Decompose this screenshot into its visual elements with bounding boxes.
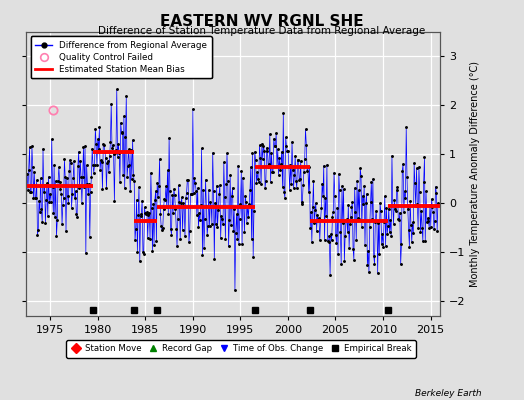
Y-axis label: Monthly Temperature Anomaly Difference (°C): Monthly Temperature Anomaly Difference (… [470, 61, 480, 287]
Text: Berkeley Earth: Berkeley Earth [416, 389, 482, 398]
Text: EASTERN WV RGNL SHE: EASTERN WV RGNL SHE [160, 14, 364, 29]
Text: Difference of Station Temperature Data from Regional Average: Difference of Station Temperature Data f… [99, 26, 425, 36]
Legend: Difference from Regional Average, Quality Control Failed, Estimated Station Mean: Difference from Regional Average, Qualit… [30, 36, 212, 78]
Legend: Station Move, Record Gap, Time of Obs. Change, Empirical Break: Station Move, Record Gap, Time of Obs. C… [66, 340, 416, 358]
